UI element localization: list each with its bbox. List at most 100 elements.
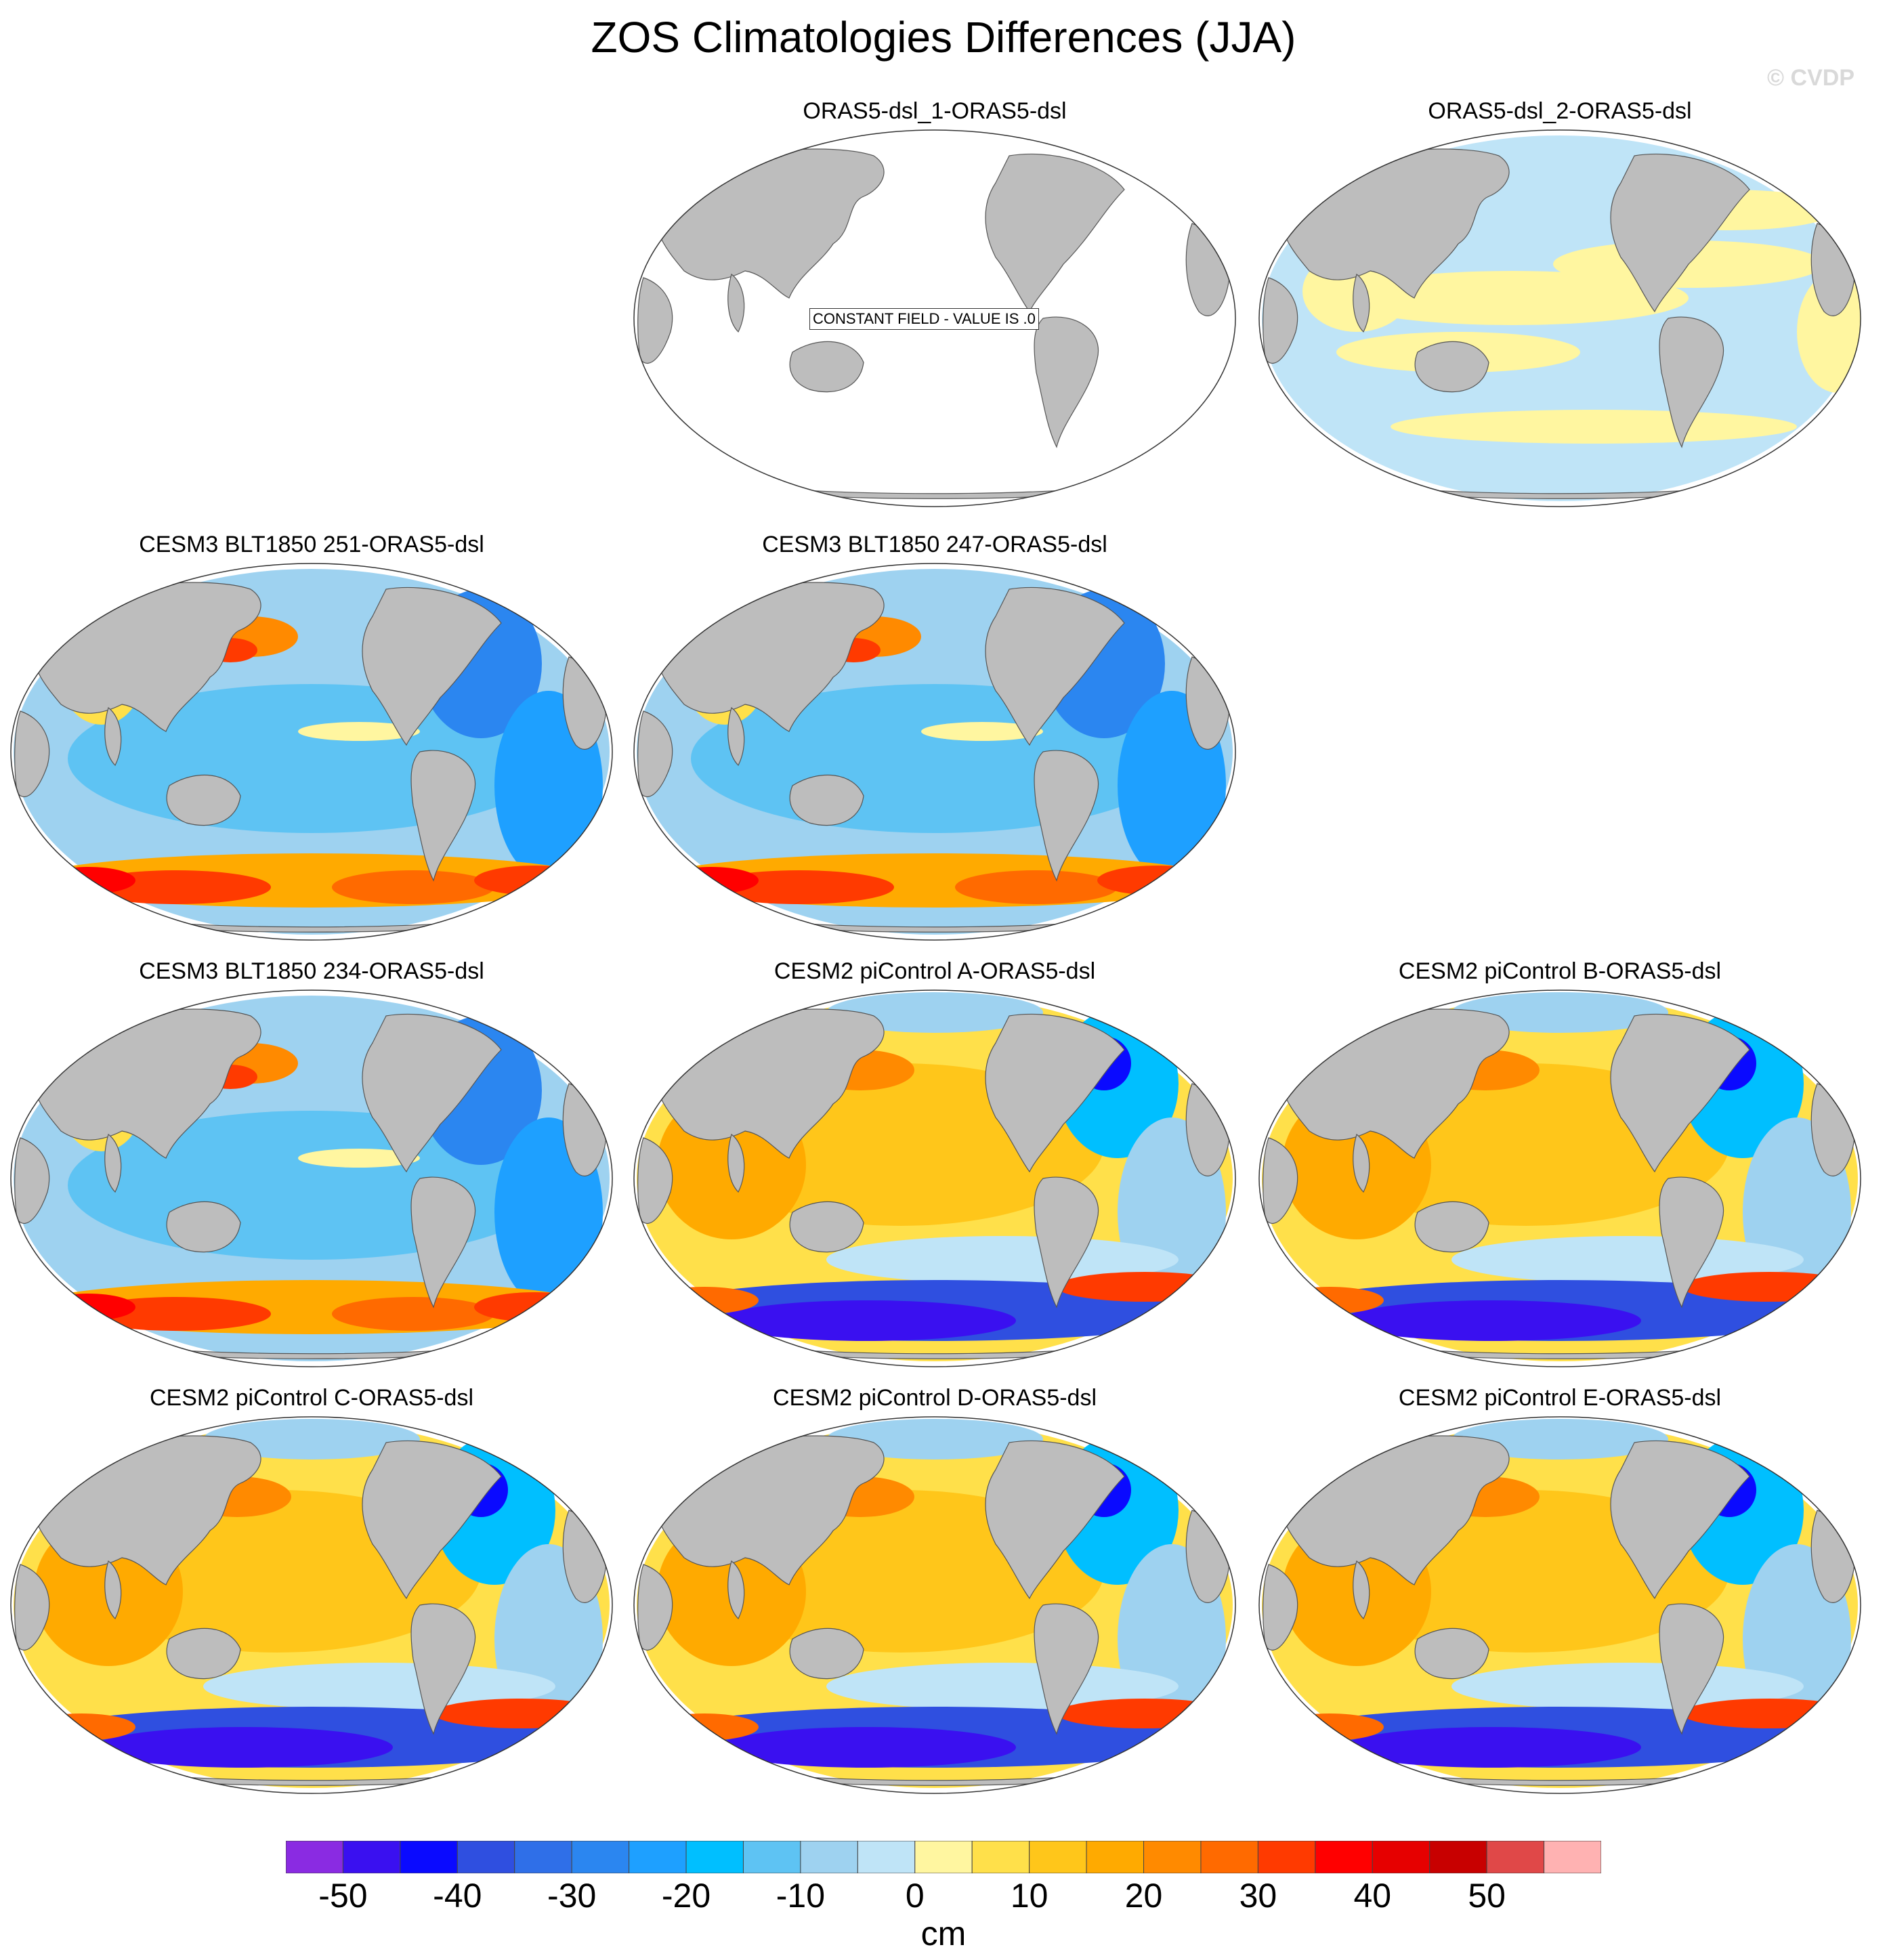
land-mass bbox=[1741, 1424, 1832, 1451]
map-outline bbox=[1258, 129, 1861, 507]
map-outline bbox=[633, 563, 1236, 941]
land-mass bbox=[1659, 1176, 1724, 1308]
world-map bbox=[633, 1416, 1236, 1794]
ocean-anomaly-region bbox=[1336, 271, 1689, 325]
map-outline bbox=[10, 989, 613, 1367]
land-mass bbox=[104, 1560, 122, 1620]
land-mass bbox=[1034, 1603, 1099, 1735]
land-mass bbox=[1034, 316, 1099, 448]
land-mass bbox=[1263, 277, 1298, 364]
watermark: © CVDP bbox=[1767, 65, 1854, 91]
colorbar-swatch bbox=[1200, 1841, 1258, 1873]
land-mass bbox=[1263, 1564, 1298, 1650]
land-mass bbox=[14, 1137, 50, 1224]
map-panel-title: CESM3 BLT1850 251-ORAS5-dsl bbox=[139, 532, 484, 557]
map-panel-title: ORAS5-dsl_2-ORAS5-dsl bbox=[1428, 98, 1692, 124]
land-mass bbox=[1116, 571, 1207, 598]
map-panel-title: CESM2 piControl E-ORAS5-dsl bbox=[1398, 1385, 1722, 1411]
map-panel-title: CESM2 piControl D-ORAS5-dsl bbox=[772, 1385, 1097, 1411]
colorbar-swatch bbox=[629, 1841, 687, 1873]
map-outline bbox=[633, 129, 1236, 507]
land-mass bbox=[727, 1560, 745, 1620]
colorbar bbox=[286, 1841, 1601, 1873]
ocean-anomaly-region bbox=[474, 866, 596, 895]
land-mass bbox=[1741, 137, 1832, 165]
constant-field-note: CONSTANT FIELD - VALUE IS .0 bbox=[809, 308, 1039, 330]
colorbar-units: cm bbox=[920, 1915, 967, 1953]
land-mass bbox=[1414, 1627, 1489, 1680]
map-panel: CESM3 BLT1850 234-ORAS5-dsl bbox=[7, 958, 616, 1392]
colorbar-tick-label: 10 bbox=[1010, 1877, 1048, 1915]
land-mass bbox=[789, 341, 864, 393]
land-mass bbox=[789, 1201, 864, 1253]
land-mass bbox=[1353, 273, 1370, 333]
land-mass bbox=[637, 277, 673, 364]
land-mass bbox=[985, 587, 1125, 746]
land-mass bbox=[362, 1440, 502, 1600]
world-map bbox=[633, 989, 1236, 1367]
ocean-anomaly-region bbox=[203, 1663, 555, 1710]
map-panel-title: CESM2 piControl C-ORAS5-dsl bbox=[149, 1385, 474, 1411]
colorbar-tick-label: -10 bbox=[776, 1877, 826, 1915]
map-outline bbox=[633, 989, 1236, 1367]
map-outline bbox=[1258, 989, 1861, 1367]
ocean-anomaly-region bbox=[1057, 1699, 1233, 1728]
land-mass bbox=[727, 706, 745, 767]
colorbar-tick-label: -30 bbox=[547, 1877, 597, 1915]
map-panel: CESM2 piControl B-ORAS5-dsl bbox=[1255, 958, 1865, 1392]
map-panel: CESM2 piControl D-ORAS5-dsl bbox=[630, 1385, 1239, 1818]
land-mass bbox=[1610, 153, 1750, 313]
ocean-anomaly-region bbox=[1275, 1287, 1384, 1314]
world-map bbox=[1258, 129, 1861, 507]
colorbar-swatch bbox=[286, 1841, 343, 1873]
ocean-anomaly-region bbox=[1391, 410, 1797, 444]
land-mass bbox=[410, 1176, 476, 1308]
colorbar-tick-label: 30 bbox=[1239, 1877, 1277, 1915]
colorbar-tick-label: -20 bbox=[661, 1877, 711, 1915]
ocean-anomaly-region bbox=[298, 722, 420, 741]
world-map bbox=[10, 989, 613, 1367]
colorbar-tick-label: 0 bbox=[905, 1877, 925, 1915]
world-map bbox=[10, 1416, 613, 1794]
ocean-anomaly-region bbox=[332, 870, 494, 904]
map-panel: ORAS5-dsl_1-ORAS5-dsl CONSTANT FIELD - VA… bbox=[630, 98, 1239, 532]
land-mass bbox=[1659, 1603, 1724, 1735]
map-panel: CESM2 piControl A-ORAS5-dsl bbox=[630, 958, 1239, 1392]
land-mass bbox=[1610, 1013, 1750, 1173]
map-panel-title: CESM3 BLT1850 234-ORAS5-dsl bbox=[139, 958, 484, 984]
colorbar-swatch bbox=[342, 1841, 401, 1873]
colorbar-swatch bbox=[1143, 1841, 1202, 1873]
land-mass bbox=[637, 1564, 673, 1650]
land-mass bbox=[789, 1627, 864, 1680]
ocean-anomaly-region bbox=[41, 1294, 135, 1321]
colorbar-swatch bbox=[857, 1841, 916, 1873]
world-map bbox=[10, 563, 613, 941]
ocean-anomaly-region bbox=[1343, 1727, 1641, 1768]
map-panel-title: CESM2 piControl B-ORAS5-dsl bbox=[1398, 958, 1722, 984]
land-mass bbox=[1034, 1176, 1099, 1308]
colorbar-swatch bbox=[1257, 1841, 1316, 1873]
world-map bbox=[633, 563, 1236, 941]
land-mass bbox=[493, 571, 584, 598]
ocean-anomaly-region bbox=[718, 1727, 1016, 1768]
land-mass bbox=[14, 710, 50, 797]
colorbar-swatch bbox=[914, 1841, 973, 1873]
land-mass bbox=[1116, 998, 1207, 1025]
map-panel: ORAS5-dsl_2-ORAS5-dsl bbox=[1255, 98, 1865, 532]
colorbar-tick-label: 20 bbox=[1124, 1877, 1163, 1915]
ocean-anomaly-region bbox=[718, 1300, 1016, 1341]
colorbar-swatch bbox=[971, 1841, 1030, 1873]
land-mass bbox=[727, 273, 745, 333]
colorbar-swatch bbox=[1429, 1841, 1487, 1873]
land-mass bbox=[410, 750, 476, 882]
ocean-anomaly-region bbox=[650, 1287, 759, 1314]
ocean-anomaly-region bbox=[1057, 1272, 1233, 1302]
colorbar-swatch bbox=[1315, 1841, 1373, 1873]
ocean-anomaly-region bbox=[41, 867, 135, 894]
ocean-anomaly-region bbox=[1275, 1713, 1384, 1741]
ocean-anomaly-region bbox=[826, 1236, 1179, 1283]
land-mass bbox=[637, 1137, 673, 1224]
land-mass bbox=[1353, 1560, 1370, 1620]
map-outline bbox=[633, 1416, 1236, 1794]
land-mass bbox=[1659, 316, 1724, 448]
